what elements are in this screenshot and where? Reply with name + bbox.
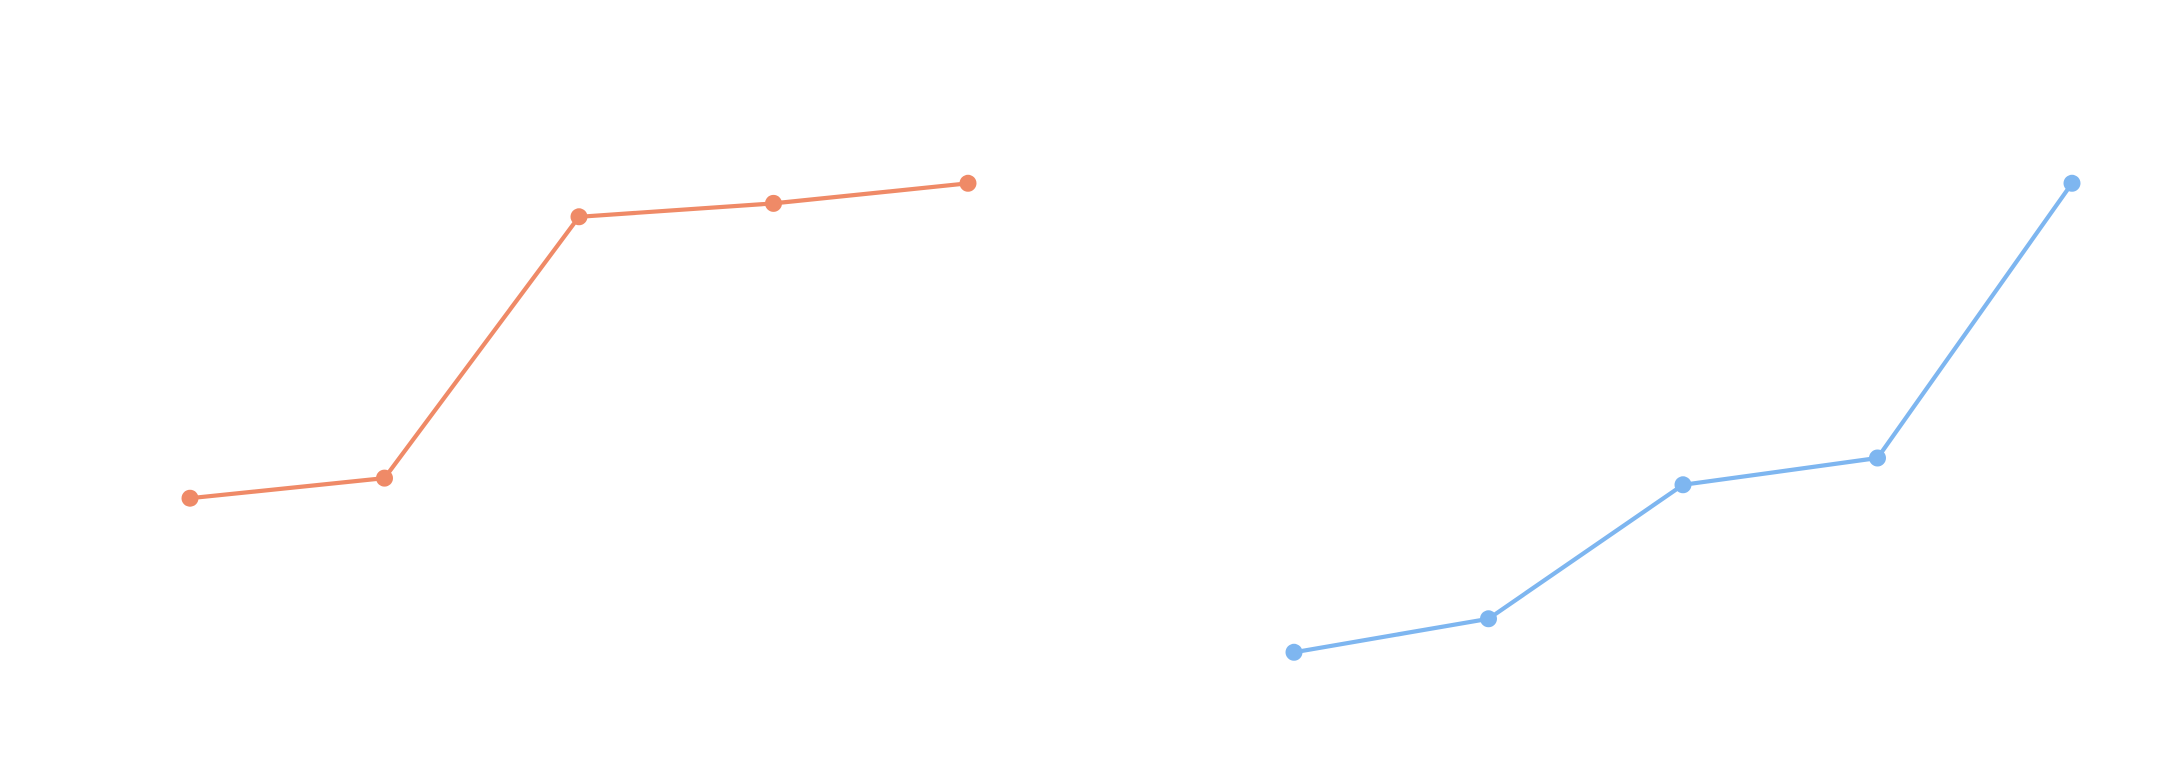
point	[1285, 643, 1303, 661]
point	[376, 469, 393, 487]
point	[2063, 174, 2081, 192]
point	[1674, 476, 1692, 494]
point	[1480, 610, 1497, 628]
line	[1291, 181, 2075, 655]
point	[570, 208, 588, 226]
point	[765, 194, 782, 212]
point	[959, 174, 977, 192]
chart	[1285, 174, 2081, 661]
point	[181, 489, 199, 507]
chart	[181, 174, 977, 507]
line	[187, 181, 971, 501]
point	[1869, 449, 1886, 467]
